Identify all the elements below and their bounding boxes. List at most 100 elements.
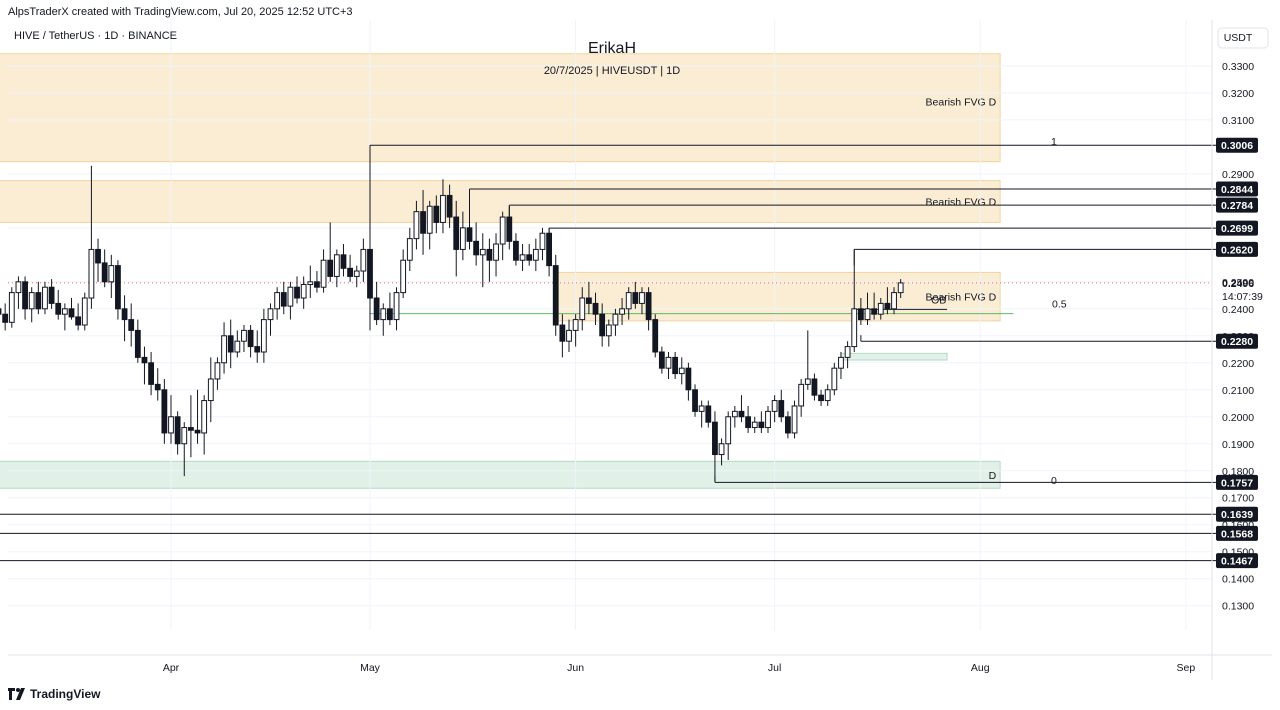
currency-button[interactable] [1217, 27, 1269, 49]
candle-body-down [141, 356, 148, 364]
candle-body-down [811, 378, 818, 396]
candle [539, 227, 546, 261]
candle-body-down [154, 383, 161, 391]
candle-body-down [420, 211, 426, 234]
candle-body-up [519, 254, 526, 261]
candle-body-down [486, 248, 493, 261]
candle-body-down [586, 297, 592, 304]
candle [380, 303, 387, 336]
time-axis[interactable]: Apr May Jun Jul Aug Sep [163, 662, 1196, 674]
candle [121, 295, 128, 342]
price-label-box [1216, 506, 1258, 522]
candle-body-down [294, 286, 300, 299]
candle-body-down [712, 421, 718, 456]
candle-body-down [745, 416, 752, 429]
price-label: 0.2844 [1221, 184, 1253, 196]
zone-bearish [0, 180, 1001, 223]
x-tick-label: Jul [768, 662, 781, 674]
candle-body-up [307, 281, 314, 286]
price-labels-layer: 0.3006 0.2844 0.2784 0.2699 0.2620 0.2280 0.17… [1216, 137, 1263, 569]
candle-body-down [367, 248, 373, 299]
zone-label: Bearish FVG D [926, 197, 997, 209]
candle-body-down [254, 346, 261, 353]
candle [652, 314, 659, 358]
candle [672, 351, 679, 379]
candle [579, 287, 586, 331]
candle-body-up [625, 292, 632, 310]
candle [811, 373, 818, 401]
candle-body-up [426, 205, 433, 234]
tradingview-logo[interactable]: TradingView [8, 687, 100, 701]
y-tick-label: 0.2900 [1222, 169, 1254, 181]
author-name: ErikaH [588, 40, 636, 57]
y-tick-label: 0.1400 [1222, 574, 1254, 586]
candle-body-up [201, 400, 208, 434]
candle [758, 411, 765, 433]
candle-body-up [241, 329, 247, 342]
candle [526, 244, 533, 266]
candle-body-up [897, 282, 904, 294]
candle [168, 395, 174, 444]
price-label: 0.1467 [1221, 556, 1253, 568]
candle [426, 200, 433, 250]
candle-body-up [274, 292, 281, 310]
candle [658, 346, 665, 374]
zone-label: D [989, 470, 997, 482]
candle [194, 389, 201, 444]
price-label: 0.1639 [1221, 509, 1253, 521]
currency-label: USDT [1224, 32, 1253, 44]
ob-label: OB [931, 294, 946, 306]
candle-body-up [725, 416, 732, 445]
candle [473, 222, 480, 266]
candle-body-down [55, 302, 62, 315]
candle-body-down [513, 240, 519, 261]
candle [619, 298, 625, 325]
candle [738, 395, 745, 423]
candle-body-down [466, 227, 473, 242]
candle-body-down [128, 319, 135, 331]
candle-body-down [632, 292, 639, 304]
candle [612, 308, 619, 336]
candle [731, 405, 738, 428]
candle-body-up [479, 248, 486, 256]
candle-body-down [121, 308, 128, 321]
candle-body-up [287, 286, 294, 307]
candle [188, 395, 194, 458]
tradingview-logo-icon [8, 688, 25, 700]
candle [2, 303, 9, 331]
y-tick-label: 0.1300 [1222, 601, 1254, 613]
candle-body-up [81, 297, 88, 326]
price-label: 0.2784 [1221, 200, 1253, 212]
candle [851, 249, 858, 352]
candle [15, 276, 22, 309]
candle-body-down [48, 286, 55, 304]
price-label-box [1216, 137, 1258, 153]
candle [260, 308, 267, 363]
candle-body-down [658, 351, 665, 369]
candle-body-up [566, 329, 572, 342]
price-label-box [1216, 181, 1258, 197]
candle-body-down [174, 416, 181, 445]
candle-body-up [665, 356, 672, 369]
grid-layer [8, 20, 1212, 630]
candle-body-down [506, 216, 513, 242]
candle-body-up [181, 427, 188, 445]
candle [75, 303, 82, 331]
price-label: 0.2280 [1221, 336, 1253, 348]
candle-body-up [572, 319, 579, 331]
candles-layer [0, 146, 904, 482]
price-label-box [1216, 525, 1258, 541]
price-label-box [1216, 220, 1258, 236]
candle-body-down [592, 302, 599, 315]
candle [81, 292, 88, 331]
candle-body-up [221, 335, 227, 364]
candle-body-up [579, 297, 586, 321]
candle-body-up [605, 324, 612, 337]
candle [108, 254, 115, 299]
candle [705, 400, 712, 428]
candle [453, 200, 460, 277]
price-label: 0.1568 [1221, 528, 1253, 540]
candle [605, 319, 612, 347]
candle [22, 276, 28, 320]
